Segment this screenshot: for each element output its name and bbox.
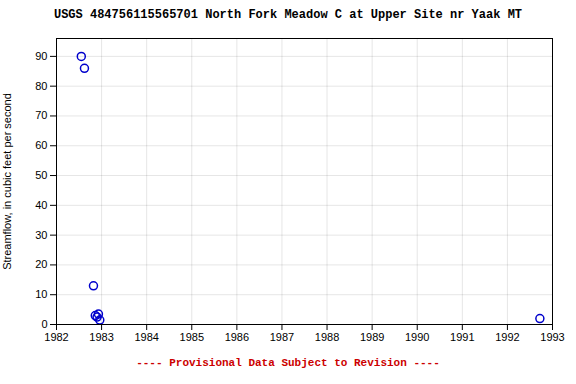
svg-text:1988: 1988 (315, 331, 339, 343)
svg-text:1993: 1993 (540, 331, 564, 343)
svg-text:1984: 1984 (134, 331, 158, 343)
svg-text:60: 60 (35, 139, 47, 151)
svg-text:Streamflow, in cubic feet per: Streamflow, in cubic feet per second (1, 93, 13, 270)
svg-text:10: 10 (35, 288, 47, 300)
svg-text:0: 0 (41, 318, 47, 330)
svg-text:1983: 1983 (89, 331, 113, 343)
svg-text:1991: 1991 (450, 331, 474, 343)
svg-text:30: 30 (35, 229, 47, 241)
svg-text:1982: 1982 (44, 331, 68, 343)
svg-text:50: 50 (35, 169, 47, 181)
svg-text:1985: 1985 (180, 331, 204, 343)
svg-text:1987: 1987 (270, 331, 294, 343)
svg-text:80: 80 (35, 80, 47, 92)
svg-text:20: 20 (35, 258, 47, 270)
svg-text:40: 40 (35, 199, 47, 211)
html-text:USGS 484756115565701 North For: USGS 484756115565701 North Fork Meadow C… (54, 8, 522, 22)
svg-text:1986: 1986 (225, 331, 249, 343)
svg-text:1989: 1989 (360, 331, 384, 343)
svg-text:1990: 1990 (405, 331, 429, 343)
svg-text:90: 90 (35, 50, 47, 62)
svg-text:70: 70 (35, 109, 47, 121)
svg-text:1992: 1992 (495, 331, 519, 343)
html-text:---- Provisional Data Subject: ---- Provisional Data Subject to Revisio… (136, 357, 440, 369)
